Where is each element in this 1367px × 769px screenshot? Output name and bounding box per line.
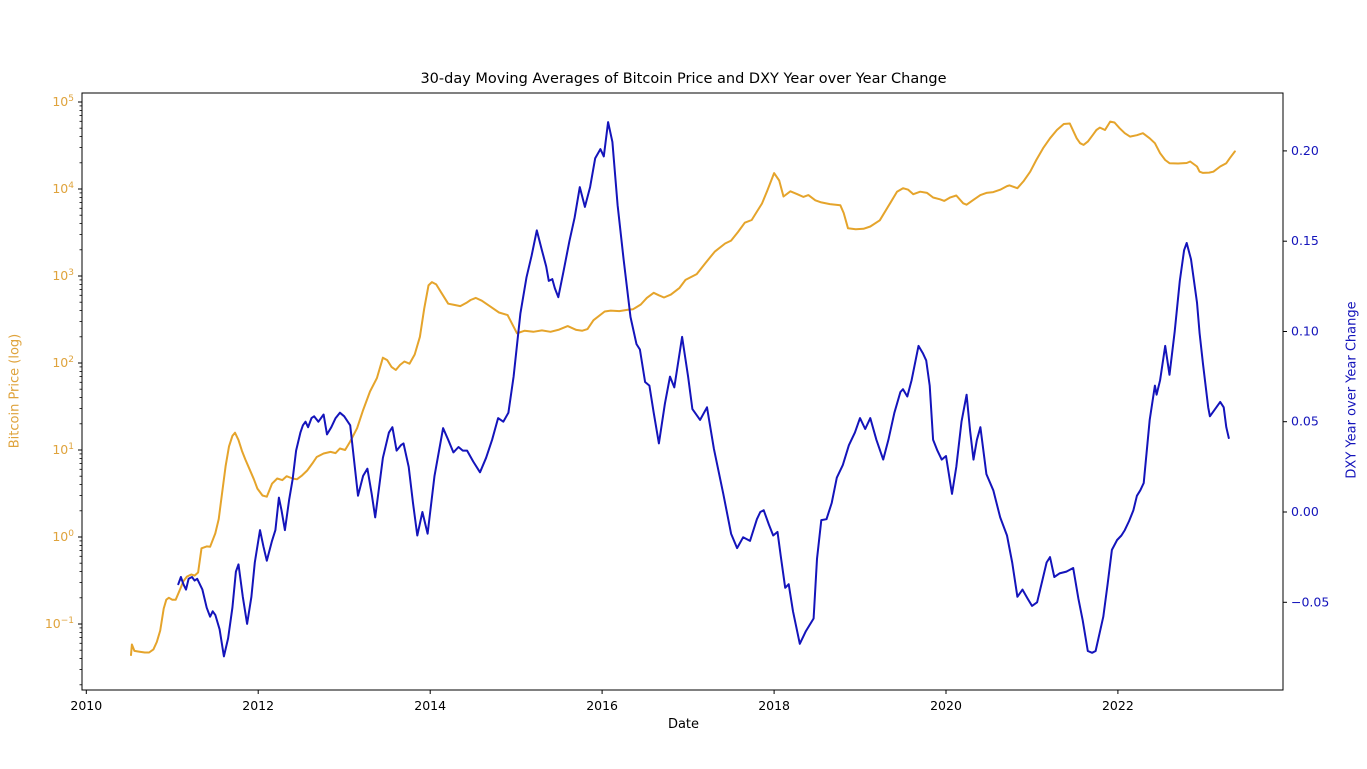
x-tick-label: 2010 — [70, 698, 102, 713]
x-tick-label: 2022 — [1102, 698, 1134, 713]
right-tick-label: 0.20 — [1291, 143, 1319, 158]
x-tick-label: 2018 — [758, 698, 790, 713]
plot-border — [81, 92, 1284, 691]
left-axis: 105 104 103 102 101 100 10−1 — [45, 94, 82, 686]
left-tick-label: 10−1 — [45, 616, 74, 631]
btc-price-line — [130, 120, 1236, 656]
left-tick-label: 103 — [52, 268, 74, 283]
left-tick-label: 102 — [52, 355, 74, 370]
x-axis-label: Date — [667, 717, 700, 732]
x-axis: 2010 2012 2014 2016 2018 2020 2022 — [70, 690, 1134, 713]
x-tick-label: 2016 — [586, 698, 618, 713]
right-tick-label: 0.15 — [1291, 233, 1319, 248]
left-tick-label: 101 — [52, 442, 74, 457]
right-axis-label: DXY Year over Year Change — [1344, 301, 1360, 479]
left-tick-label: 105 — [52, 94, 74, 109]
left-tick-label: 104 — [52, 181, 74, 196]
right-tick-label: 0.00 — [1291, 504, 1319, 519]
x-tick-label: 2012 — [242, 698, 274, 713]
right-tick-label: 0.10 — [1291, 324, 1319, 339]
x-tick-label: 2020 — [930, 698, 962, 713]
right-tick-label: 0.05 — [1291, 414, 1319, 429]
left-axis-label: Bitcoin Price (log) — [7, 333, 23, 449]
x-tick-label: 2014 — [414, 698, 446, 713]
dxy-change-line — [177, 121, 1230, 658]
right-tick-label: −0.05 — [1291, 594, 1329, 609]
chart-title: 30-day Moving Averages of Bitcoin Price … — [420, 71, 947, 87]
left-tick-label: 100 — [52, 529, 74, 544]
right-axis: 0.20 0.15 0.10 0.05 0.00 −0.05 — [1283, 143, 1329, 609]
